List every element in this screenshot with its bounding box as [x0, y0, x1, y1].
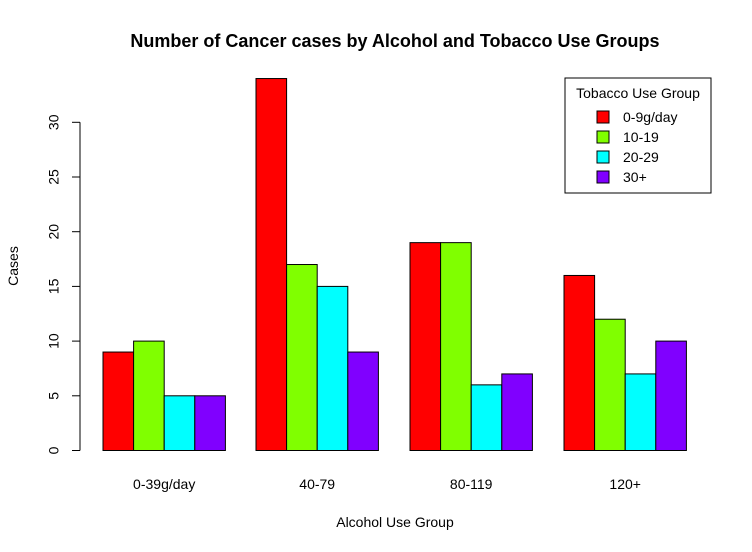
y-tick-label: 15: [46, 278, 62, 294]
y-tick-label: 20: [46, 224, 62, 240]
bar: [440, 242, 472, 451]
y-tick-label: 10: [46, 333, 62, 349]
bar: [594, 318, 626, 451]
y-tick-label: 5: [46, 392, 62, 400]
bar: [255, 78, 288, 451]
x-tick-label: 80-119: [450, 476, 493, 492]
y-tick-label: 30: [46, 114, 62, 130]
bar: [409, 242, 442, 451]
bar: [347, 351, 379, 452]
y-axis: 0 5 10 15 20 25 30: [46, 114, 81, 454]
bar: [655, 340, 687, 452]
bar: [102, 351, 135, 452]
y-axis-label: Cases: [5, 246, 21, 286]
bar: [163, 395, 196, 451]
x-tick-label: 40-79: [299, 476, 335, 492]
legend-title: Tobacco Use Group: [576, 85, 700, 101]
legend-entry: 20-29: [623, 149, 659, 165]
x-tick-labels: 0-39g/day 40-79 80-119 120+: [133, 476, 641, 492]
bars-group: [102, 78, 687, 452]
bar: [286, 264, 318, 451]
legend-swatch: [596, 150, 610, 164]
bar: [133, 340, 165, 452]
bar: [194, 395, 226, 451]
legend-swatch: [596, 110, 610, 124]
x-axis-label: Alcohol Use Group: [336, 514, 454, 530]
legend-box: [564, 77, 712, 194]
bar: [563, 274, 596, 451]
legend-entry: 0-9g/day: [623, 109, 677, 125]
legend-swatch: [596, 130, 610, 144]
bar: [470, 384, 503, 451]
chart-title: Number of Cancer cases by Alcohol and To…: [130, 31, 659, 51]
bar: [501, 373, 533, 452]
y-tick-label: 0: [46, 446, 62, 454]
legend-entry: 10-19: [623, 129, 659, 145]
legend-swatch: [596, 170, 610, 184]
bar: [316, 285, 349, 451]
x-tick-label: 120+: [609, 476, 641, 492]
bar: [624, 373, 657, 452]
legend-entry: 30+: [623, 169, 647, 185]
x-tick-label: 0-39g/day: [133, 476, 195, 492]
y-tick-label: 25: [46, 169, 62, 185]
legend: Tobacco Use Group 0-9g/day 10-19 20-29 30+: [564, 77, 712, 194]
